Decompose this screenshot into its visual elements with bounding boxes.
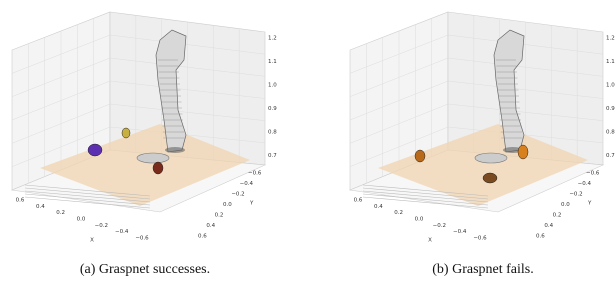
y-tick-label: −0.6: [586, 171, 600, 177]
y-tick-label: 0.0: [223, 202, 232, 208]
y-axis-label: Y: [587, 201, 592, 207]
y-tick-label: 0.4: [544, 223, 553, 229]
caption: (a) Graspnet successes.: [80, 262, 210, 277]
y-tick-label: 0.0: [561, 202, 570, 208]
x-tick-label: −0.4: [453, 229, 467, 235]
x-tick-label: 0.4: [36, 204, 45, 210]
x-tick-label: 0.6: [16, 198, 25, 204]
y-tick-label: −0.2: [231, 192, 244, 198]
caption: (b) Graspnet fails.: [432, 262, 533, 277]
object: [122, 128, 130, 138]
x-tick-label: −0.6: [135, 236, 149, 242]
z-tick-label: 1.1: [268, 59, 277, 65]
x-tick-label: −0.2: [433, 223, 446, 229]
y-tick-label: −0.6: [248, 171, 262, 177]
z-tick-label: 1.0: [606, 83, 615, 89]
x-tick-label: 0.0: [77, 217, 86, 223]
y-tick-label: 0.2: [215, 213, 224, 219]
x-tick-label: −0.2: [95, 223, 108, 229]
figure: 1.21.11.00.90.80.70.60.40.20.0−0.2−0.4−0…: [0, 0, 616, 299]
z-tick-label: 0.9: [606, 106, 615, 112]
x-axis-label: X: [90, 238, 94, 244]
z-tick-label: 0.7: [268, 153, 277, 159]
panel: 1.21.11.00.90.80.70.60.40.20.0−0.2−0.4−0…: [12, 12, 277, 277]
z-tick-label: 1.2: [268, 36, 277, 42]
x-tick-label: 0.6: [354, 198, 363, 204]
panel: 1.21.11.00.90.80.70.60.40.20.0−0.2−0.4−0…: [350, 12, 615, 277]
object: [153, 162, 163, 174]
x-tick-label: 0.2: [394, 210, 403, 216]
x-tick-label: 0.4: [374, 204, 383, 210]
object: [518, 145, 528, 159]
y-tick-label: −0.2: [569, 192, 582, 198]
robot-base: [137, 153, 169, 163]
z-tick-label: 0.8: [606, 130, 615, 136]
x-tick-label: 0.2: [56, 210, 65, 216]
y-tick-label: 0.6: [198, 234, 207, 240]
robot-base: [475, 153, 507, 163]
x-tick-label: −0.6: [473, 236, 487, 242]
y-tick-label: −0.4: [240, 181, 254, 187]
object: [483, 173, 497, 183]
y-tick-label: −0.4: [578, 181, 592, 187]
y-axis-label: Y: [249, 201, 254, 207]
x-tick-label: −0.4: [115, 229, 129, 235]
x-tick-label: 0.0: [415, 217, 424, 223]
object: [415, 150, 425, 162]
robot-shadow: [165, 147, 185, 153]
z-tick-label: 1.0: [268, 83, 277, 89]
x-axis-label: X: [428, 238, 432, 244]
page: 1.21.11.00.90.80.70.60.40.20.0−0.2−0.4−0…: [0, 0, 616, 299]
z-tick-label: 1.1: [606, 59, 615, 65]
z-tick-label: 0.7: [606, 153, 615, 159]
y-tick-label: 0.6: [536, 234, 545, 240]
object: [88, 144, 102, 156]
y-tick-label: 0.2: [553, 213, 562, 219]
y-tick-label: 0.4: [206, 223, 215, 229]
z-tick-label: 0.8: [268, 130, 277, 136]
z-tick-label: 1.2: [606, 36, 615, 42]
z-tick-label: 0.9: [268, 106, 277, 112]
